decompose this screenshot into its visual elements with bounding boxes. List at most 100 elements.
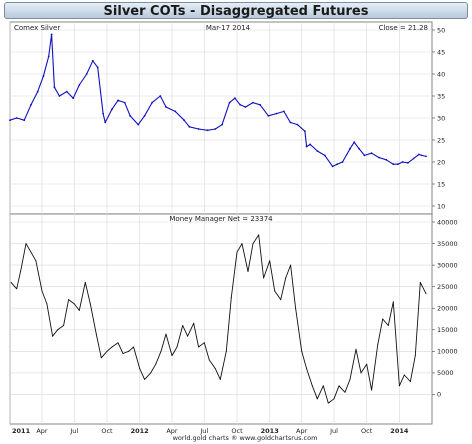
- price-point: [174, 110, 177, 113]
- price-point: [50, 33, 53, 36]
- cot-point: [35, 260, 37, 262]
- cot-panel: [9, 213, 433, 425]
- x-tick-label: 2013: [261, 427, 279, 435]
- y-tick-label: 45: [437, 48, 445, 56]
- cot-point: [144, 378, 146, 380]
- cot-point: [230, 296, 232, 298]
- footer-credit: world.gold charts ® www.goldchartsrus.co…: [173, 434, 318, 442]
- cot-point: [225, 350, 227, 352]
- y-tick-label: 20: [437, 158, 445, 166]
- price-point: [420, 154, 423, 157]
- cot-point: [377, 344, 379, 346]
- x-tick-label: Oct: [361, 427, 373, 435]
- price-point: [316, 150, 319, 152]
- y-tick-label: 40: [437, 70, 445, 78]
- cot-point: [111, 346, 113, 348]
- price-point: [72, 97, 75, 100]
- cot-point: [311, 385, 313, 387]
- price-point: [425, 155, 427, 158]
- price-point: [42, 75, 45, 78]
- price-point: [309, 143, 312, 146]
- cot-point: [414, 355, 416, 357]
- cot-point: [285, 277, 287, 279]
- cot-point: [419, 281, 421, 283]
- cot-point: [316, 398, 318, 400]
- price-series-label: Comex Silver: [14, 24, 60, 32]
- price-point: [275, 112, 278, 115]
- price-point: [206, 129, 209, 132]
- x-tick-label: 2011: [12, 427, 31, 435]
- price-point: [296, 123, 299, 126]
- y-tick-label: 35: [437, 92, 445, 100]
- cot-point: [41, 290, 43, 292]
- cot-point: [269, 260, 271, 262]
- cot-point: [89, 303, 91, 305]
- y-tick-label: 15000: [437, 326, 458, 334]
- x-tick-label: Apr: [36, 427, 48, 435]
- cot-point: [208, 359, 210, 361]
- cot-point: [95, 333, 97, 335]
- cot-point: [155, 363, 157, 365]
- cot-point: [258, 234, 260, 236]
- price-point: [214, 128, 217, 130]
- cot-point: [247, 271, 249, 273]
- price-point: [228, 101, 231, 104]
- cot-point: [106, 350, 108, 352]
- price-point: [137, 123, 140, 126]
- cot-point: [78, 309, 80, 311]
- x-tick-label: Apr: [296, 427, 308, 435]
- y-tick-label: 30: [437, 114, 445, 122]
- cot-point: [30, 251, 32, 253]
- cot-point: [73, 303, 75, 305]
- cot-point: [187, 335, 189, 337]
- money-manager-label: Money Manager Net = 23374: [169, 215, 273, 223]
- cot-point: [117, 342, 119, 344]
- price-point: [197, 128, 200, 130]
- price-point: [102, 112, 104, 115]
- silver-price-line: [9, 33, 427, 167]
- cot-point: [52, 335, 54, 337]
- price-point: [221, 123, 224, 126]
- price-point: [323, 154, 326, 157]
- cot-point: [160, 350, 162, 352]
- cot-point: [100, 357, 102, 359]
- price-point: [259, 103, 261, 106]
- price-point: [378, 156, 380, 159]
- cot-point: [301, 350, 303, 352]
- price-point: [358, 147, 361, 150]
- cot-point: [182, 325, 184, 326]
- cot-point: [68, 299, 70, 301]
- cot-point: [193, 322, 195, 324]
- cot-point: [252, 243, 254, 245]
- cot-point: [46, 303, 48, 305]
- price-point: [165, 106, 167, 108]
- cot-point: [366, 363, 368, 365]
- cot-point: [219, 378, 221, 380]
- price-point: [9, 119, 11, 122]
- y-tick-label: 10000: [437, 348, 458, 356]
- cot-point: [57, 329, 59, 331]
- y-tick-label: 25000: [437, 283, 458, 291]
- cot-point: [371, 389, 373, 391]
- cot-point: [322, 385, 324, 387]
- close-label: Close = 21.28: [379, 24, 428, 32]
- price-point: [111, 108, 113, 111]
- cot-point: [403, 374, 405, 376]
- cot-point: [306, 368, 308, 370]
- price-point: [244, 106, 247, 108]
- price-point: [289, 121, 292, 124]
- x-tick-label: Apr: [166, 427, 178, 435]
- cot-point: [387, 325, 389, 326]
- money-manager-line: [10, 234, 427, 404]
- cot-point: [63, 325, 65, 326]
- price-point: [331, 165, 334, 168]
- price-point: [151, 101, 154, 104]
- price-point: [129, 114, 132, 117]
- cot-point: [425, 293, 427, 295]
- price-point: [30, 103, 32, 106]
- price-point: [349, 147, 351, 150]
- cot-point: [409, 381, 411, 382]
- cot-point: [203, 342, 205, 344]
- cot-series: [10, 234, 427, 404]
- price-point: [418, 153, 420, 156]
